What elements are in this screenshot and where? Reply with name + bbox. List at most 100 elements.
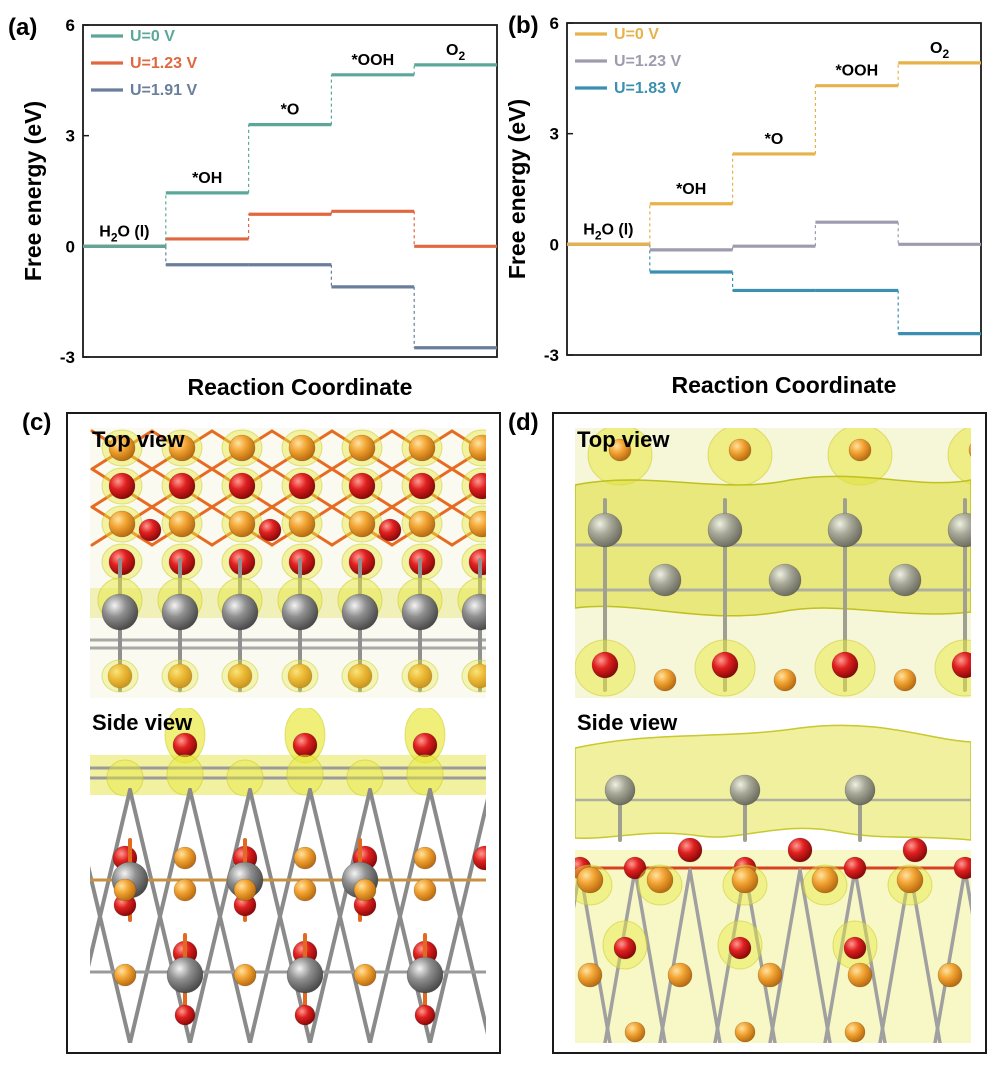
structure-c-top-view bbox=[90, 428, 486, 698]
metal-atom-grey bbox=[461, 593, 486, 631]
metal-atom bbox=[168, 434, 196, 462]
oxygen-atom bbox=[902, 837, 928, 863]
metal-atom bbox=[348, 510, 376, 538]
bond bbox=[963, 868, 971, 915]
state-label-subscript: 2 bbox=[595, 228, 602, 242]
plot-frame bbox=[82, 24, 498, 358]
charge-density-isosurface bbox=[947, 428, 971, 485]
metal-atom-grey bbox=[947, 512, 971, 548]
charge-density-isosurface bbox=[166, 754, 204, 796]
bond bbox=[713, 868, 747, 1043]
y-tick-label: 0 bbox=[66, 237, 75, 256]
metal-atom bbox=[348, 434, 376, 462]
metal-atom-grey bbox=[221, 593, 259, 631]
bond bbox=[853, 868, 887, 1043]
metal-atom bbox=[653, 668, 677, 692]
metal-atom bbox=[168, 510, 196, 538]
metal-atom bbox=[844, 1021, 866, 1043]
metal-atom bbox=[467, 663, 486, 689]
metal-atom bbox=[811, 866, 839, 894]
metal-atom bbox=[408, 510, 436, 538]
state-label: *OOH bbox=[351, 52, 394, 69]
oxygen-atom bbox=[138, 518, 162, 542]
charge-density-isosurface bbox=[221, 659, 259, 693]
oxygen-atom bbox=[408, 472, 436, 500]
oxygen-atom bbox=[728, 936, 752, 960]
charge-density-isosurface bbox=[101, 659, 139, 693]
metal-atom bbox=[646, 866, 674, 894]
metal-atom bbox=[167, 663, 193, 689]
state-label-main: H bbox=[99, 223, 111, 240]
metal-atom-grey bbox=[844, 774, 876, 806]
y-axis-title: Free energy (eV) bbox=[504, 99, 530, 279]
oxygen-atom bbox=[228, 472, 256, 500]
bond bbox=[908, 868, 942, 1043]
metal-atom bbox=[293, 846, 317, 870]
panel-c: (c) Top view Side view bbox=[10, 409, 501, 1054]
energy-diagram-a: 6 3 0 -3 Free energy (eV) Reaction Coordinate… bbox=[8, 14, 498, 400]
oxygen-atom bbox=[468, 472, 486, 500]
oxygen-atom bbox=[414, 1004, 436, 1026]
oxygen-atom bbox=[348, 472, 376, 500]
charge-density-isosurface bbox=[461, 659, 486, 693]
metal-atom bbox=[413, 878, 437, 902]
charge-density-isosurface bbox=[106, 759, 144, 797]
metal-atom bbox=[353, 963, 377, 987]
metal-atom bbox=[728, 438, 752, 462]
y-tick-label: 0 bbox=[550, 235, 559, 254]
metal-atom-grey bbox=[768, 563, 802, 597]
metal-atom bbox=[577, 962, 603, 988]
state-label-main: H bbox=[583, 221, 595, 238]
metal-atom bbox=[413, 846, 437, 870]
metal-atom-grey bbox=[401, 593, 439, 631]
bond bbox=[368, 788, 432, 1043]
structure-d-top-view bbox=[575, 428, 971, 698]
bond bbox=[90, 788, 132, 968]
bond bbox=[933, 868, 967, 1043]
top-view-label-d: Top view bbox=[577, 427, 670, 452]
metal-atom bbox=[576, 866, 604, 894]
bond bbox=[10, 790, 70, 1043]
metal-atom bbox=[233, 878, 257, 902]
state-label-main: O bbox=[446, 42, 458, 59]
metal-atom-grey bbox=[587, 512, 623, 548]
legend-label: U=1.23 V bbox=[130, 55, 197, 72]
charge-density-isosurface bbox=[406, 754, 444, 796]
state-label-main: *O bbox=[281, 102, 300, 119]
state-label: H2O (l) bbox=[583, 221, 633, 242]
oxygen-atom bbox=[951, 651, 971, 679]
metal-atom bbox=[608, 438, 632, 462]
side-view-label-c: Side view bbox=[92, 710, 193, 735]
oxygen-atom bbox=[623, 856, 647, 880]
state-label-main: *O bbox=[765, 131, 784, 148]
structure-d-side-view bbox=[575, 708, 971, 1043]
metal-atom-grey bbox=[341, 593, 379, 631]
bond bbox=[658, 868, 692, 1043]
metal-atom bbox=[173, 878, 197, 902]
energy-diagram-b: 6 3 0 -3 Free energy (eV) Reaction Coordinate… bbox=[504, 12, 982, 398]
y-tick-label: 3 bbox=[550, 125, 559, 144]
state-label-main: *OH bbox=[192, 170, 222, 187]
x-axis-title: Reaction Coordinate bbox=[672, 372, 897, 398]
y-tick-label: 6 bbox=[550, 14, 559, 33]
metal-atom bbox=[353, 878, 377, 902]
charge-density-isosurface bbox=[281, 659, 319, 693]
oxygen-atom bbox=[108, 472, 136, 500]
state-label: *OH bbox=[192, 170, 222, 187]
metal-atom-grey bbox=[161, 593, 199, 631]
metal-atom bbox=[896, 866, 924, 894]
side-view-label-d: Side view bbox=[577, 710, 678, 735]
metal-atom bbox=[468, 434, 486, 462]
oxygen-atom bbox=[843, 856, 867, 880]
metal-atom bbox=[893, 668, 917, 692]
metal-atom bbox=[937, 962, 963, 988]
metal-atom bbox=[113, 878, 137, 902]
state-label-main: *OOH bbox=[835, 63, 878, 80]
metal-atom bbox=[293, 878, 317, 902]
state-label-subscript: 2 bbox=[942, 47, 949, 61]
panel-letter: (b) bbox=[508, 12, 539, 39]
metal-atom bbox=[227, 663, 253, 689]
bond bbox=[128, 788, 192, 1043]
metal-atom-grey bbox=[604, 774, 636, 806]
legend-label: U=1.83 V bbox=[614, 80, 681, 97]
